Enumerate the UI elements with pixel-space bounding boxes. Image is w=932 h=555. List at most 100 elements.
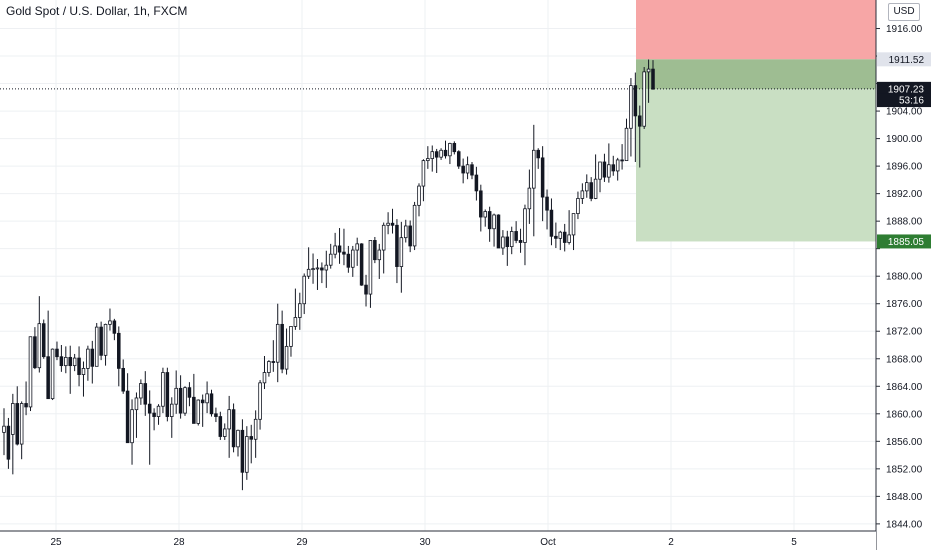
candle-body-down — [346, 253, 351, 268]
candle-body-down — [240, 429, 245, 473]
candle-body-up — [161, 372, 165, 407]
candle-body-up — [302, 275, 306, 305]
candle-body-up — [646, 68, 651, 73]
candle-body-up — [108, 320, 112, 325]
entry-price-badge: 1911.52 — [889, 55, 925, 66]
candle-body-up — [448, 143, 452, 157]
candle-body-up — [134, 397, 139, 411]
candle-body-down — [77, 357, 81, 375]
candle-body-up — [275, 323, 280, 363]
candle-body-down — [359, 243, 364, 286]
candle-body-up — [399, 237, 404, 267]
candle-body-up — [381, 224, 386, 251]
candle-body-up — [576, 198, 580, 214]
price-tick-label: 1904.00 — [886, 107, 923, 118]
candle-body-up — [355, 243, 359, 251]
price-tick-label: 1852.00 — [886, 464, 923, 475]
candle-body-up — [245, 436, 249, 473]
candle-body-up — [311, 268, 315, 271]
candle-body-up — [170, 403, 174, 417]
candle-body-up — [156, 405, 161, 417]
candle-body-down — [562, 231, 567, 243]
candle-body-down — [112, 320, 117, 334]
candle-body-down — [46, 356, 50, 400]
take-profit-zone — [636, 59, 876, 242]
candle-body-down — [280, 323, 284, 370]
price-tick-label: 1900.00 — [886, 134, 923, 145]
candle-body-up — [386, 222, 390, 226]
candle-body-down — [364, 284, 368, 295]
candle-body-up — [333, 245, 337, 255]
candle-body-down — [55, 348, 59, 358]
currency-button[interactable]: USD — [888, 3, 920, 21]
candle-body-down — [90, 348, 95, 367]
candle-body-down — [395, 224, 399, 267]
candle-body-up — [94, 326, 99, 367]
candle-body-down — [152, 412, 156, 417]
candle-body-up — [642, 71, 646, 127]
candle-body-down — [602, 161, 607, 178]
time-tick-label: 5 — [791, 537, 797, 548]
candle-body-up — [37, 323, 42, 369]
candle-body-up — [509, 231, 514, 248]
candle-body-down — [143, 383, 148, 405]
candle-body-down — [479, 190, 483, 218]
candle-body-down — [651, 68, 655, 90]
price-tick-label: 1860.00 — [886, 409, 923, 420]
candle-body-up — [351, 249, 355, 268]
candle-body-down — [320, 267, 324, 271]
target-price-badge: 1885.05 — [888, 237, 925, 248]
price-tick-label: 1872.00 — [886, 327, 923, 338]
candle-body-down — [249, 436, 254, 440]
candle-body-up — [607, 164, 611, 178]
candle-body-up — [430, 151, 435, 159]
time-tick-label: 30 — [419, 537, 431, 548]
candle-body-up — [11, 403, 15, 435]
candle-body-down — [373, 240, 377, 261]
candle-body-up — [629, 85, 633, 129]
candle-body-up — [205, 393, 209, 404]
candle-body-down — [536, 149, 540, 159]
chart-title: Gold Spot / U.S. Dollar, 1h, FXCM — [6, 4, 188, 18]
time-axis-background — [0, 531, 876, 550]
entry-price-badge-bg — [877, 52, 931, 67]
candle-body-down — [271, 361, 276, 363]
candle-body-down — [192, 396, 196, 424]
candle-body-up — [412, 204, 417, 247]
price-tick-label: 1876.00 — [886, 299, 923, 310]
candle-body-down — [6, 425, 11, 460]
candle-body-up — [501, 236, 505, 249]
candle-body-down — [214, 413, 218, 417]
candle-body-up — [377, 249, 382, 261]
time-tick-label: 29 — [296, 537, 308, 548]
candle-body-up — [567, 234, 571, 243]
price-axis[interactable]: 1916.00 1904.00 1900.00 1896.00 1892.00 1888.… — [876, 24, 923, 530]
candle-body-up — [28, 336, 33, 408]
candle-body-up — [315, 267, 320, 270]
time-tick-label: Oct — [540, 537, 556, 548]
candle-body-down — [165, 372, 170, 417]
candle-body-up — [465, 164, 470, 174]
position-zones[interactable] — [636, 0, 876, 242]
price-tick-label: 1892.00 — [886, 189, 923, 200]
candle-body-up — [558, 231, 563, 239]
candle-body-down — [68, 356, 72, 367]
candle-body-up — [19, 403, 24, 445]
price-tick-label: 1888.00 — [886, 217, 923, 228]
candle-body-up — [324, 264, 329, 271]
candle-body-up — [293, 317, 298, 327]
candle-body-up — [421, 160, 426, 187]
candle-body-up — [183, 387, 187, 414]
candle-body-down — [443, 149, 448, 157]
candle-body-down — [452, 143, 457, 153]
candle-body-up — [368, 240, 373, 295]
candle-body-up — [417, 185, 421, 206]
grid — [0, 0, 876, 531]
candle-body-up — [289, 326, 293, 347]
price-tick-label: 1868.00 — [886, 354, 923, 365]
time-axis[interactable]: 25 28 29 30 Oct 2 5 — [50, 537, 797, 548]
candle-body-down — [611, 164, 616, 172]
candle-body-up — [284, 345, 289, 370]
